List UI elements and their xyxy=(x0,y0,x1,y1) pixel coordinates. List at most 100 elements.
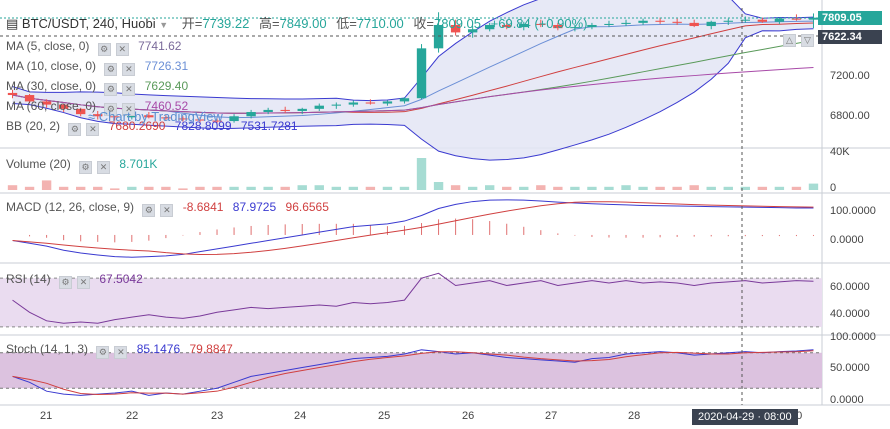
maximize-icon[interactable]: △ xyxy=(783,34,796,47)
volume-bar xyxy=(774,186,785,190)
watermark-text: Chart by TradingView xyxy=(98,109,223,124)
last-price-tag: 7809.05 xyxy=(818,11,882,25)
volume-bar xyxy=(314,185,324,190)
settings-icon[interactable]: ⚙ xyxy=(68,123,82,136)
settings-icon[interactable]: ⚙ xyxy=(96,346,110,359)
settings-icon[interactable]: ⚙ xyxy=(97,43,111,56)
candle-body xyxy=(7,92,18,96)
volume-bar xyxy=(706,186,716,190)
candle-body xyxy=(536,23,546,25)
volume-bar xyxy=(689,185,699,190)
candle-body xyxy=(638,20,648,23)
stoch-legend[interactable]: Stoch (14, 1, 3) ⚙ ✕ 85.1476 79.8847 xyxy=(6,342,233,359)
close-icon[interactable]: ✕ xyxy=(160,204,174,217)
volume-bar xyxy=(246,186,256,190)
menu-icon[interactable]: ▤ xyxy=(6,16,19,31)
candle-body xyxy=(229,116,239,122)
volume-bar xyxy=(58,186,69,190)
settings-icon[interactable]: ⚙ xyxy=(104,83,118,96)
settings-icon[interactable]: ⚙ xyxy=(79,161,93,174)
volume-bar xyxy=(7,185,18,190)
ma30-legend[interactable]: MA (30, close, 0) ⚙ ✕ 7629.40 xyxy=(6,79,188,96)
stoch-tick-3: 0.0000 xyxy=(830,394,864,406)
close-icon[interactable]: ✕ xyxy=(115,43,129,56)
candle-body xyxy=(297,108,307,111)
symbol-title[interactable]: BTC/USDT, 240, Huobi xyxy=(21,16,156,31)
close-icon[interactable]: ✕ xyxy=(122,103,136,116)
stoch-tick-1: 100.0000 xyxy=(830,331,876,343)
macd-hist-value: -8.6841 xyxy=(182,200,224,214)
candle-body xyxy=(195,119,205,121)
restore-icon[interactable]: ▽ xyxy=(801,34,814,47)
ma5-value: 7741.62 xyxy=(138,39,182,53)
volume-bar xyxy=(382,186,393,190)
volume-bar xyxy=(791,186,802,190)
watermark: ≈ Chart by TradingView xyxy=(88,110,223,124)
candle-body xyxy=(331,104,341,106)
date-tick-label: 27 xyxy=(545,410,558,422)
rsi-legend[interactable]: RSI (14) ⚙ ✕ 67.5042 xyxy=(6,272,143,289)
close-icon[interactable]: ✕ xyxy=(77,276,91,289)
bollinger-upper-line xyxy=(12,0,814,102)
candle-body xyxy=(127,115,137,118)
volume-label: Volume (20) xyxy=(6,157,71,171)
candle-body xyxy=(723,20,733,22)
low-value: 7710.00 xyxy=(356,16,404,31)
macd-legend[interactable]: MACD (12, 26, close, 9) ⚙ ✕ -8.6841 87.97… xyxy=(6,200,329,217)
close-icon[interactable]: ✕ xyxy=(97,161,111,174)
volume-legend[interactable]: Volume (20) ⚙ ✕ 8.701K xyxy=(6,157,157,174)
ma10-legend[interactable]: MA (10, close, 0) ⚙ ✕ 7726.31 xyxy=(6,59,188,76)
ma5-legend[interactable]: MA (5, close, 0) ⚙ ✕ 7741.62 xyxy=(6,39,181,56)
settings-icon[interactable]: ⚙ xyxy=(104,63,118,76)
settings-icon[interactable]: ⚙ xyxy=(142,204,156,217)
candle-body xyxy=(41,101,52,105)
volume-tick-1: 40K xyxy=(830,146,850,158)
bb-lower-value: 7531.7281 xyxy=(240,119,298,133)
volume-bar xyxy=(93,186,103,190)
rsi-tick-2: 40.0000 xyxy=(830,308,870,320)
settings-icon[interactable]: ⚙ xyxy=(104,103,118,116)
candle-body xyxy=(655,20,665,22)
rsi-line xyxy=(12,272,814,324)
volume-bar xyxy=(399,186,410,190)
volume-bar xyxy=(41,180,52,190)
close-icon[interactable]: ✕ xyxy=(122,63,136,76)
pane-controls[interactable]: △ ▽ xyxy=(778,30,814,47)
stoch-tick-2: 50.0000 xyxy=(830,362,870,374)
close-icon[interactable]: ✕ xyxy=(122,83,136,96)
volume-tick-2: 0 xyxy=(830,182,837,194)
candle-body xyxy=(774,18,785,22)
ma30-label: MA (30, close, 0) xyxy=(6,79,97,93)
volume-bar xyxy=(655,186,665,190)
volume-bar xyxy=(467,186,478,190)
stoch-d-value: 79.8847 xyxy=(189,342,233,356)
volume-bar xyxy=(485,185,495,190)
close-icon[interactable]: ✕ xyxy=(114,346,128,359)
bb-legend[interactable]: BB (20, 2) ⚙ ✕ 7680.2690 7828.8099 7531.7… xyxy=(6,119,298,136)
date-tick-label: 24 xyxy=(294,410,307,422)
close-icon[interactable]: ✕ xyxy=(86,123,100,136)
ma60-legend[interactable]: MA (60, close, 0) ⚙ ✕ 7460.52 xyxy=(6,99,188,116)
low-label: 低= xyxy=(336,16,357,31)
open-value: 7739.22 xyxy=(202,16,250,31)
candle-body xyxy=(467,29,478,33)
candle-body xyxy=(161,117,171,119)
candle-body xyxy=(348,102,359,105)
volume-value: 8.701K xyxy=(119,157,158,171)
macd-tick-2: 0.0000 xyxy=(830,234,864,246)
rsi-label: RSI (14) xyxy=(6,272,51,286)
settings-icon[interactable]: ⚙ xyxy=(59,276,73,289)
volume-bar xyxy=(76,186,86,190)
stoch-k-value: 85.1476 xyxy=(136,342,181,356)
stoch-k-line xyxy=(12,349,814,396)
volume-bar xyxy=(553,186,563,190)
chevron-down-icon[interactable]: ▼ xyxy=(159,20,169,30)
candle-body xyxy=(502,24,512,28)
bollinger-lower-line xyxy=(12,28,814,161)
candle-body xyxy=(212,120,222,122)
volume-bar xyxy=(570,186,580,190)
crosshair-price-tag: 7622.34 xyxy=(818,30,882,44)
volume-bar xyxy=(621,185,631,190)
